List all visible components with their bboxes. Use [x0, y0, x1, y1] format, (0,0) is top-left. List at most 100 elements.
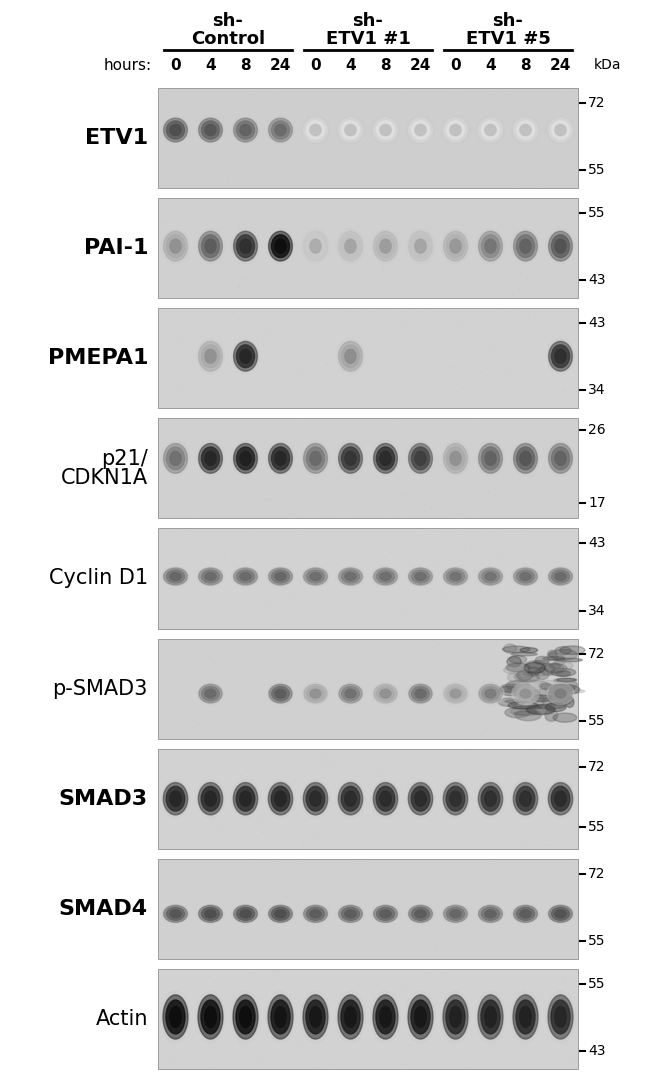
Ellipse shape [409, 232, 432, 261]
Ellipse shape [268, 783, 292, 815]
Ellipse shape [199, 906, 222, 922]
Text: 24: 24 [410, 57, 431, 72]
Ellipse shape [411, 786, 430, 811]
Ellipse shape [554, 656, 566, 666]
Ellipse shape [345, 349, 356, 363]
Ellipse shape [301, 780, 330, 817]
Ellipse shape [380, 1007, 391, 1027]
Ellipse shape [566, 697, 574, 708]
Ellipse shape [170, 910, 181, 918]
Ellipse shape [268, 444, 292, 473]
Ellipse shape [337, 683, 364, 704]
Ellipse shape [310, 910, 321, 918]
Ellipse shape [441, 904, 469, 924]
Ellipse shape [543, 657, 565, 660]
Ellipse shape [307, 686, 324, 701]
Ellipse shape [266, 116, 294, 144]
Ellipse shape [547, 440, 575, 476]
Ellipse shape [237, 907, 255, 921]
Ellipse shape [545, 685, 562, 694]
Ellipse shape [549, 684, 577, 690]
Ellipse shape [505, 708, 530, 717]
Ellipse shape [555, 910, 566, 918]
Text: 43: 43 [588, 274, 606, 288]
Ellipse shape [531, 688, 556, 699]
Ellipse shape [166, 1001, 185, 1034]
Ellipse shape [516, 121, 534, 139]
Ellipse shape [512, 653, 538, 656]
Ellipse shape [499, 698, 518, 707]
Ellipse shape [520, 451, 531, 465]
Text: 17: 17 [588, 496, 606, 510]
Ellipse shape [338, 995, 363, 1039]
Ellipse shape [272, 121, 290, 139]
Ellipse shape [516, 1001, 535, 1034]
Ellipse shape [341, 1001, 360, 1034]
Ellipse shape [406, 228, 434, 264]
Ellipse shape [551, 684, 567, 695]
Ellipse shape [476, 440, 504, 476]
Ellipse shape [233, 341, 257, 372]
Ellipse shape [272, 447, 290, 470]
Ellipse shape [508, 672, 521, 682]
Ellipse shape [166, 786, 185, 811]
Ellipse shape [520, 647, 538, 653]
Text: Cyclin D1: Cyclin D1 [49, 569, 148, 588]
Ellipse shape [339, 906, 363, 922]
Ellipse shape [342, 686, 359, 701]
Ellipse shape [556, 679, 577, 682]
Ellipse shape [302, 567, 330, 587]
Ellipse shape [163, 783, 188, 815]
Ellipse shape [507, 657, 521, 667]
Ellipse shape [304, 444, 328, 473]
Ellipse shape [196, 116, 224, 144]
Ellipse shape [339, 118, 363, 142]
Ellipse shape [514, 906, 538, 922]
Ellipse shape [161, 440, 190, 476]
Ellipse shape [201, 1001, 220, 1034]
Text: SMAD3: SMAD3 [59, 788, 148, 809]
Ellipse shape [485, 573, 496, 581]
Ellipse shape [515, 710, 541, 721]
Ellipse shape [371, 780, 400, 817]
Ellipse shape [304, 568, 328, 585]
Ellipse shape [166, 121, 185, 139]
Text: 34: 34 [588, 383, 606, 397]
Ellipse shape [374, 568, 397, 585]
Ellipse shape [240, 125, 251, 136]
Ellipse shape [545, 710, 558, 721]
Ellipse shape [337, 339, 365, 374]
Ellipse shape [166, 907, 185, 921]
Text: PAI-1: PAI-1 [83, 238, 148, 258]
Text: 55: 55 [588, 206, 606, 220]
Text: 24: 24 [550, 57, 571, 72]
Ellipse shape [512, 683, 539, 704]
Ellipse shape [547, 116, 575, 144]
Ellipse shape [447, 235, 465, 257]
Ellipse shape [237, 570, 255, 583]
Ellipse shape [476, 904, 504, 924]
Ellipse shape [507, 687, 522, 694]
Ellipse shape [373, 783, 398, 815]
Ellipse shape [202, 235, 220, 257]
FancyBboxPatch shape [158, 529, 578, 629]
Ellipse shape [551, 570, 569, 583]
Ellipse shape [547, 904, 575, 924]
Ellipse shape [374, 118, 397, 142]
Ellipse shape [196, 991, 225, 1043]
Ellipse shape [267, 683, 294, 704]
Ellipse shape [302, 440, 330, 476]
Ellipse shape [196, 780, 225, 817]
Ellipse shape [199, 684, 222, 703]
Text: CDKN1A: CDKN1A [61, 468, 148, 488]
Ellipse shape [199, 341, 222, 372]
Ellipse shape [310, 451, 321, 465]
Text: 55: 55 [588, 163, 606, 177]
Ellipse shape [344, 792, 356, 807]
Ellipse shape [549, 649, 577, 660]
Ellipse shape [164, 118, 187, 142]
FancyBboxPatch shape [158, 639, 578, 739]
Ellipse shape [566, 687, 575, 690]
Text: Actin: Actin [96, 1009, 148, 1029]
Ellipse shape [516, 235, 534, 257]
